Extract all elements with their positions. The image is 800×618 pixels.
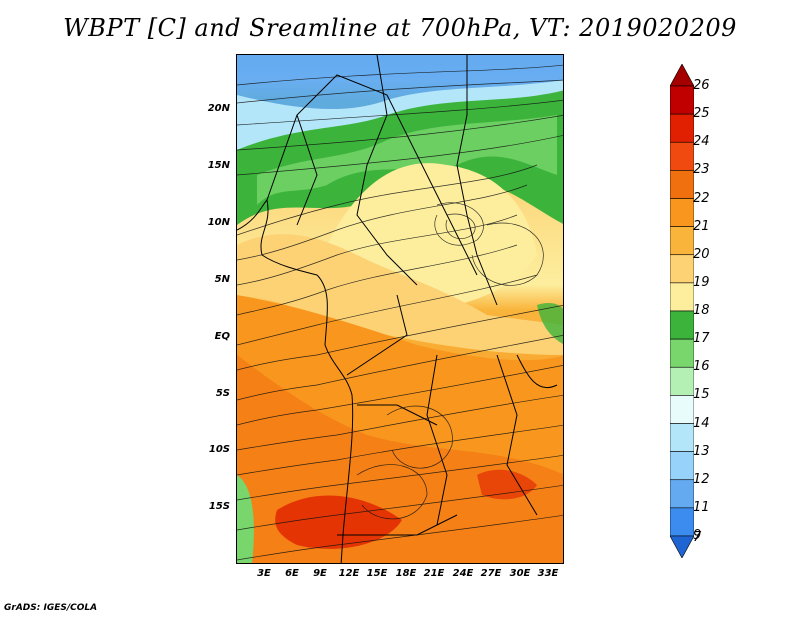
colorbar-segment	[670, 451, 694, 481]
lat-label-5n: 5N	[214, 274, 230, 285]
lat-label-15n: 15N	[207, 160, 230, 171]
colorbar-label: 15	[693, 387, 710, 403]
colorbar-label: 25	[693, 106, 710, 122]
colorbar-label: 21	[693, 218, 710, 234]
lon-label-21e: 21E	[423, 568, 445, 579]
colorbar-segment	[670, 310, 694, 340]
colorbar-segment	[670, 366, 694, 396]
colorbar-top-arrow	[670, 64, 694, 87]
colorbar-label: 13	[693, 443, 710, 459]
colorbar-segment	[670, 141, 694, 171]
colorbar-segment	[670, 395, 694, 424]
colorbar-label: 11	[693, 499, 710, 515]
lat-label-20n: 20N	[207, 103, 230, 114]
colorbar-segment	[670, 226, 694, 256]
colorbar-label: 12	[693, 471, 710, 487]
lat-label-10n: 10N	[207, 217, 230, 228]
lon-label-33e: 33E	[537, 568, 559, 579]
lon-label-27e: 27E	[480, 568, 502, 579]
lon-label-12e: 12E	[338, 568, 360, 579]
map-panel	[236, 54, 564, 564]
colorbar-label: 24	[693, 134, 710, 150]
colorbar-label: 9	[693, 528, 702, 543]
lat-label-15s: 15S	[208, 501, 230, 512]
colorbar-label: 19	[693, 274, 710, 290]
colorbar-segment	[670, 198, 694, 227]
colorbar-segment	[670, 85, 694, 115]
lon-label-30e: 30E	[509, 568, 531, 579]
colorbar-segment	[670, 479, 694, 509]
lon-label-9e: 9E	[313, 568, 327, 579]
lat-label-10s: 10S	[208, 444, 230, 455]
grads-footer: GrADS: IGES/COLA	[4, 603, 98, 613]
lon-label-3e: 3E	[257, 568, 271, 579]
colorbar-label: 17	[693, 331, 710, 347]
lon-label-15e: 15E	[366, 568, 388, 579]
lon-label-24e: 24E	[452, 568, 474, 579]
lat-label-5s: 5S	[215, 388, 230, 399]
lon-label-6e: 6E	[285, 568, 299, 579]
lon-label-18e: 18E	[395, 568, 417, 579]
colorbar-label: 22	[693, 190, 710, 206]
colorbar-segment	[670, 338, 694, 368]
colorbar-segment	[670, 113, 694, 143]
colorbar-bottom-arrow	[670, 535, 694, 558]
colorbar-label: 7	[693, 530, 702, 545]
colorbar-label: 26	[693, 78, 710, 93]
colorbar-label: 20	[693, 246, 710, 262]
colorbar-label: 23	[693, 162, 710, 178]
wbpt-field	[237, 55, 563, 563]
colorbar-segment	[670, 254, 694, 284]
lat-label-eq: EQ	[214, 331, 230, 342]
colorbar-label: 16	[693, 359, 710, 375]
colorbar-segment	[670, 170, 694, 199]
colorbar-label: 14	[693, 415, 710, 431]
colorbar-segment	[670, 507, 694, 537]
colorbar-segment	[670, 282, 694, 312]
colorbar-label: 18	[693, 303, 710, 318]
colorbar	[670, 64, 694, 558]
map-title: WBPT [C] and Sreamline at 700hPa, VT: 20…	[63, 14, 737, 42]
colorbar-segment	[670, 423, 694, 452]
